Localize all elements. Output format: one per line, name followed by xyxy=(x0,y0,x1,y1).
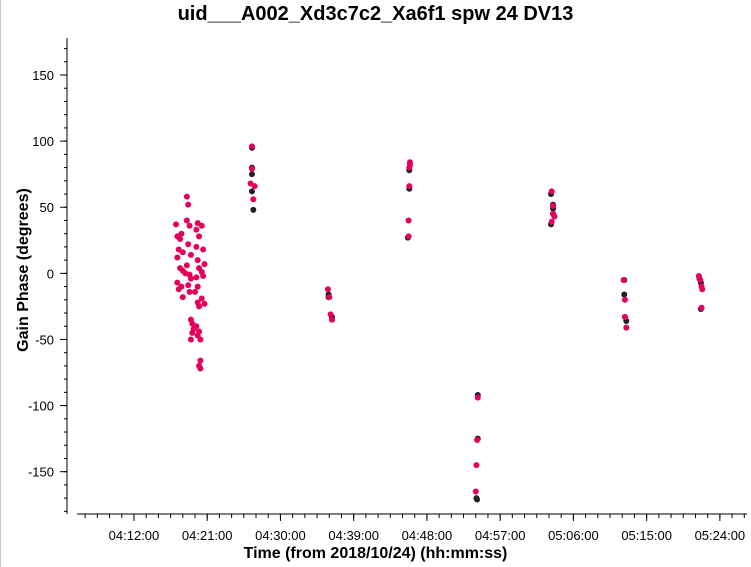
data-point-pol0 xyxy=(196,233,203,240)
data-point-pol0 xyxy=(620,276,627,283)
data-point-pol0 xyxy=(550,202,557,209)
data-point-pol0 xyxy=(178,283,185,290)
data-point-pol0 xyxy=(548,188,555,195)
data-point-pol0 xyxy=(194,283,201,290)
data-point-pol0 xyxy=(177,235,184,242)
data-point-pol0 xyxy=(179,294,186,301)
data-point-pol0 xyxy=(187,336,194,343)
data-point-pol0 xyxy=(183,193,190,200)
data-point-pol1 xyxy=(474,496,481,503)
y-tick-label: 50 xyxy=(40,200,54,215)
data-point-pol0 xyxy=(179,249,186,256)
data-point-pol0 xyxy=(183,262,190,269)
data-point-pol0 xyxy=(201,261,208,268)
y-tick-label: -50 xyxy=(35,332,54,347)
data-point-pol0 xyxy=(548,218,555,225)
data-point-pol1 xyxy=(621,291,628,298)
data-point-pol0 xyxy=(191,288,198,295)
data-point-pol0 xyxy=(193,323,200,330)
data-point-pol0 xyxy=(187,275,194,282)
data-point-pol0 xyxy=(474,436,481,443)
data-point-pol0 xyxy=(621,313,628,320)
data-point-pol0 xyxy=(186,288,193,295)
data-point-pol0 xyxy=(405,217,412,224)
data-point-pol0 xyxy=(621,296,628,303)
data-point-pol0 xyxy=(251,183,258,190)
data-point-pol0 xyxy=(248,165,255,172)
y-tick-label: 100 xyxy=(32,134,54,149)
data-point-pol0 xyxy=(186,222,193,229)
data-point-pol0 xyxy=(189,329,196,336)
data-point-pol0 xyxy=(327,311,334,318)
chart-title: uid___A002_Xd3c7c2_Xa6f1 spw 24 DV13 xyxy=(177,3,574,25)
x-tick-label: 04:12:00 xyxy=(109,528,160,543)
x-tick-label: 05:06:00 xyxy=(548,528,599,543)
data-point-pol0 xyxy=(193,243,200,250)
data-point-pol0 xyxy=(197,357,204,364)
x-tick-label: 04:30:00 xyxy=(255,528,306,543)
data-point-pol0 xyxy=(178,230,185,237)
data-point-pol0 xyxy=(174,254,181,261)
data-point-pol0 xyxy=(473,462,480,469)
data-point-pol0 xyxy=(406,164,413,171)
points-layer xyxy=(173,143,706,503)
data-point-pol0 xyxy=(197,336,204,343)
data-point-pol0 xyxy=(197,365,204,372)
data-point-pol0 xyxy=(406,183,413,190)
data-point-pol0 xyxy=(173,221,180,228)
x-axis-label: Time (from 2018/10/24) (hh:mm:ss) xyxy=(243,545,508,562)
x-tick-label: 04:48:00 xyxy=(402,528,453,543)
data-point-pol0 xyxy=(187,251,194,258)
data-point-pol0 xyxy=(193,226,200,233)
data-point-pol0 xyxy=(200,246,207,253)
y-tick-label: -100 xyxy=(28,399,54,414)
x-tick-label: 04:39:00 xyxy=(328,528,379,543)
data-point-pol0 xyxy=(405,233,412,240)
data-point-pol0 xyxy=(198,222,205,229)
axis-layer: 150 100 50 0 -50 -100 -150 04:12:00 04:21:00 04:3… xyxy=(28,48,746,543)
data-point-pol1 xyxy=(250,206,257,213)
x-tick-label: 05:15:00 xyxy=(621,528,672,543)
data-point-pol0 xyxy=(194,257,201,264)
x-tick-label: 05:24:00 xyxy=(695,528,746,543)
data-point-pol0 xyxy=(174,279,181,286)
data-point-pol0 xyxy=(623,324,630,331)
data-point-pol0 xyxy=(551,213,558,220)
data-point-pol0 xyxy=(185,282,192,289)
data-point-pol0 xyxy=(193,274,200,281)
data-point-pol1 xyxy=(248,171,255,178)
x-tick-label: 04:21:00 xyxy=(182,528,233,543)
data-point-pol0 xyxy=(474,394,481,401)
data-point-pol0 xyxy=(250,196,257,203)
data-point-pol0 xyxy=(185,201,192,208)
data-point-pol0 xyxy=(698,304,705,311)
data-point-pol0 xyxy=(472,488,479,495)
data-point-pol0 xyxy=(248,143,255,150)
data-point-pol0 xyxy=(198,295,205,302)
data-point-pol0 xyxy=(326,294,333,301)
y-tick-label: 0 xyxy=(47,266,54,281)
data-point-pol0 xyxy=(200,273,207,279)
data-point-pol0 xyxy=(324,286,331,293)
data-point-pol0 xyxy=(201,300,208,307)
data-point-pol1 xyxy=(248,188,255,195)
data-point-pol0 xyxy=(697,276,704,283)
data-point-pol0 xyxy=(328,316,335,323)
x-tick-label: 04:57:00 xyxy=(475,528,526,543)
data-point-pol0 xyxy=(699,286,706,293)
y-tick-label: 150 xyxy=(32,68,54,83)
data-point-pol0 xyxy=(183,217,190,224)
data-point-pol0 xyxy=(185,241,192,248)
data-point-pol0 xyxy=(196,303,203,310)
y-tick-label: -150 xyxy=(28,465,54,480)
